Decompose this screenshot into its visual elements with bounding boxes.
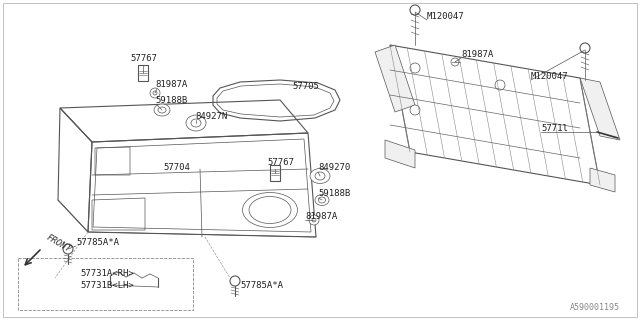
Polygon shape bbox=[590, 168, 615, 192]
Circle shape bbox=[495, 80, 505, 90]
Text: 84927N: 84927N bbox=[195, 111, 227, 121]
Circle shape bbox=[410, 105, 420, 115]
Bar bbox=[138, 65, 148, 81]
Ellipse shape bbox=[186, 115, 206, 131]
Text: 57785A*A: 57785A*A bbox=[240, 282, 283, 291]
Text: 81987A: 81987A bbox=[155, 79, 188, 89]
Ellipse shape bbox=[310, 169, 330, 183]
Polygon shape bbox=[375, 45, 415, 112]
Text: 57731A<RH>: 57731A<RH> bbox=[80, 269, 134, 278]
Ellipse shape bbox=[158, 107, 166, 113]
Circle shape bbox=[312, 218, 316, 222]
Polygon shape bbox=[385, 140, 415, 168]
Text: 57705: 57705 bbox=[292, 82, 319, 91]
Text: 5771l: 5771l bbox=[541, 124, 568, 132]
Bar bbox=[18, 258, 193, 310]
Text: 849270: 849270 bbox=[318, 163, 350, 172]
Text: FRONT: FRONT bbox=[45, 233, 73, 255]
Circle shape bbox=[580, 43, 590, 53]
Text: 57704: 57704 bbox=[163, 163, 190, 172]
Text: M120047: M120047 bbox=[427, 12, 465, 20]
Text: 81987A: 81987A bbox=[461, 50, 493, 59]
Ellipse shape bbox=[315, 195, 329, 205]
Text: 59188B: 59188B bbox=[155, 95, 188, 105]
Circle shape bbox=[410, 5, 420, 15]
Ellipse shape bbox=[315, 172, 325, 180]
Text: 81987A: 81987A bbox=[305, 212, 337, 220]
Circle shape bbox=[150, 88, 160, 98]
Bar bbox=[270, 165, 280, 181]
Text: 57731B<LH>: 57731B<LH> bbox=[80, 281, 134, 290]
Text: 57785A*A: 57785A*A bbox=[76, 237, 119, 246]
Circle shape bbox=[309, 215, 319, 225]
Ellipse shape bbox=[191, 119, 201, 127]
Circle shape bbox=[63, 244, 73, 254]
Polygon shape bbox=[580, 78, 620, 140]
Circle shape bbox=[410, 63, 420, 73]
Text: A590001195: A590001195 bbox=[570, 303, 620, 312]
Circle shape bbox=[153, 91, 157, 95]
Text: 57767: 57767 bbox=[130, 53, 157, 62]
Circle shape bbox=[230, 276, 240, 286]
Ellipse shape bbox=[154, 104, 170, 116]
Text: 59188B: 59188B bbox=[318, 188, 350, 197]
Ellipse shape bbox=[319, 197, 326, 203]
Circle shape bbox=[451, 58, 459, 66]
Text: 57767: 57767 bbox=[267, 157, 294, 166]
Text: M120047: M120047 bbox=[531, 71, 568, 81]
